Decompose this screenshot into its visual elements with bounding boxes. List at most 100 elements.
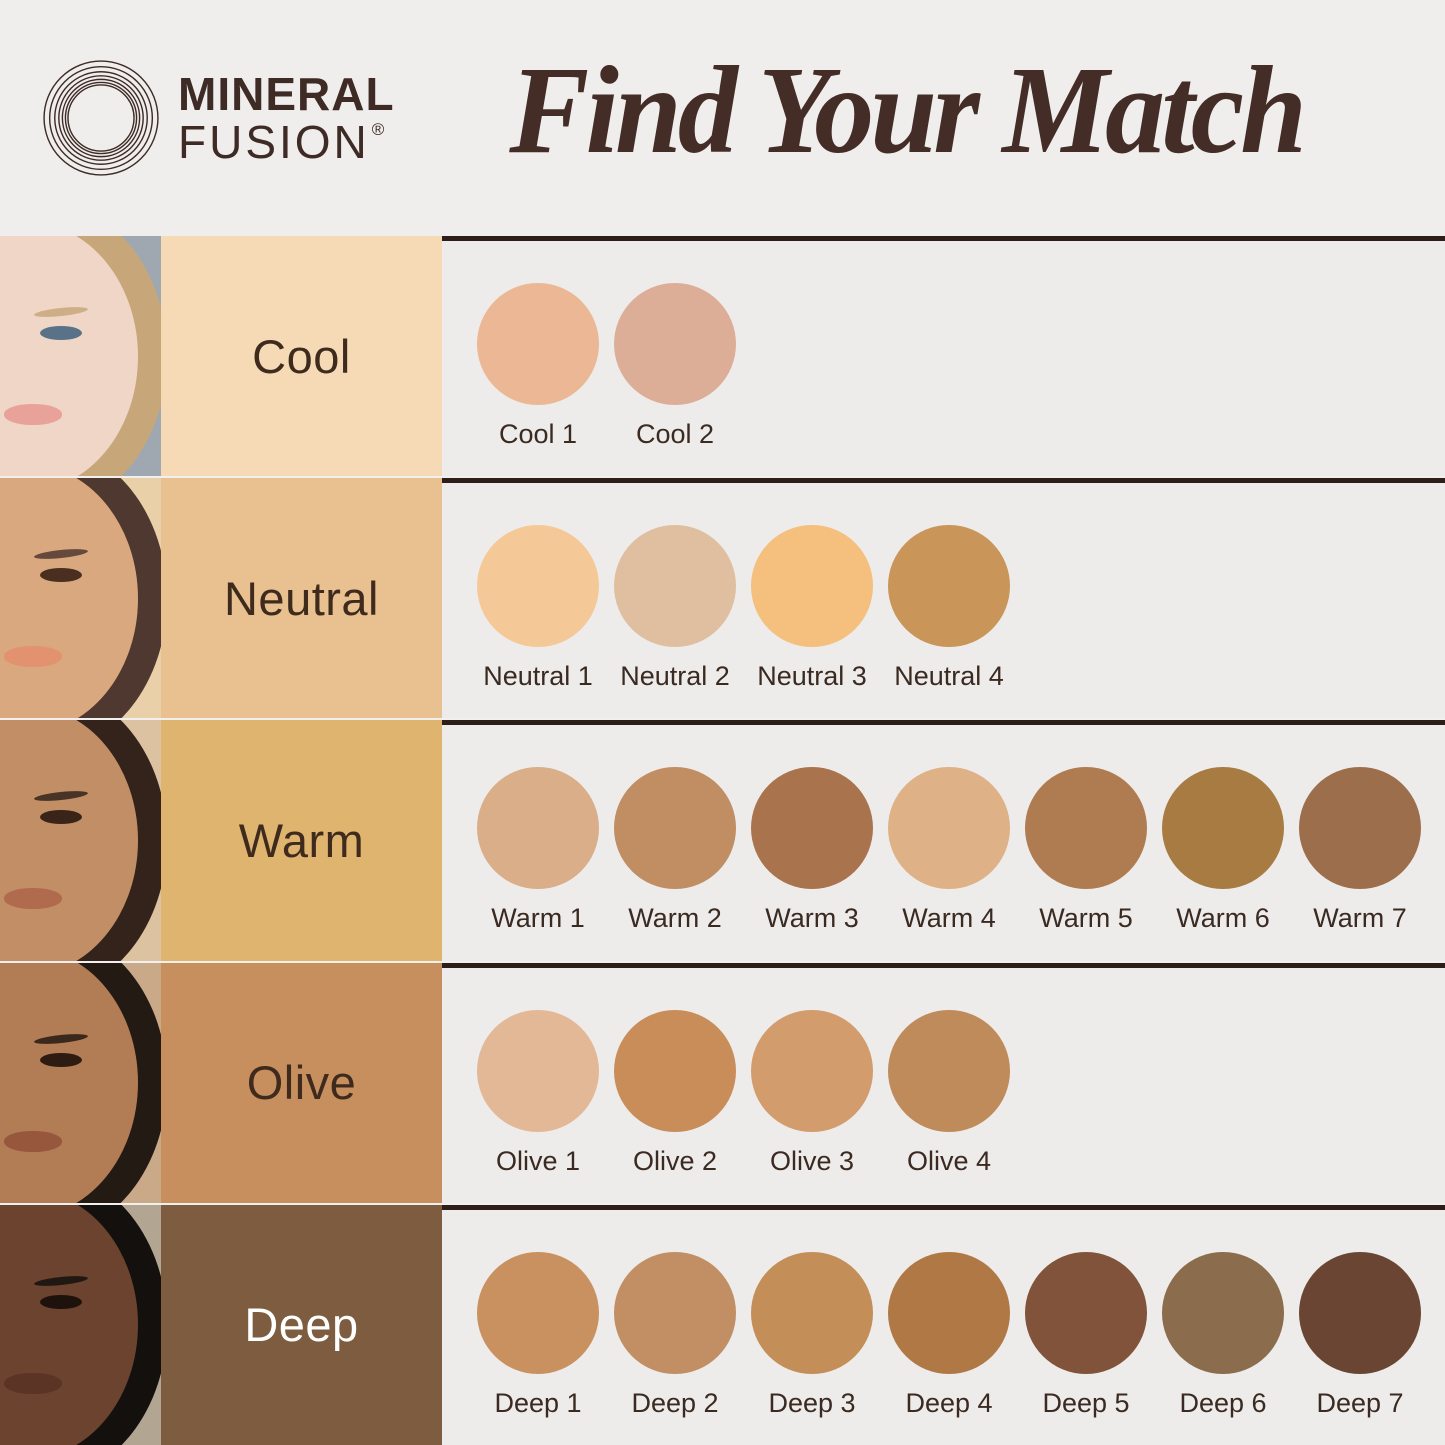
shade-swatch-cool-2: Cool 2: [614, 283, 736, 450]
shade-name-label: Neutral 3: [757, 661, 867, 692]
model-lips: [4, 404, 62, 425]
shade-color-circle: [1025, 767, 1147, 890]
swatch-panel-neutral: Neutral 1 Neutral 2 Neutral 3 Neutral 4: [442, 478, 1445, 719]
shade-swatch-cool-1: Cool 1: [477, 283, 599, 450]
model-eye: [40, 1052, 82, 1067]
model-lips: [4, 888, 62, 910]
shade-color-circle: [477, 1251, 599, 1374]
shade-swatch-neutral-1: Neutral 1: [477, 525, 599, 692]
model-face: [0, 962, 139, 1203]
shade-name-label: Deep 7: [1316, 1387, 1404, 1418]
row-label-olive: Olive: [161, 962, 442, 1203]
swatch-list: Deep 1 Deep 2 Deep 3 Deep 4 Deep 5 Deep 6 Deep…: [477, 1251, 1445, 1419]
model-eye: [40, 810, 82, 825]
swatch-list: Neutral 1 Neutral 2 Neutral 3 Neutral 4: [477, 525, 1445, 692]
shade-color-circle: [614, 525, 736, 648]
shade-row-cool: Cool Cool 1 Cool 2: [0, 236, 1445, 477]
shade-color-circle: [614, 1009, 736, 1132]
shade-swatch-deep-6: Deep 6: [1162, 1251, 1284, 1419]
registered-trademark-symbol: ®: [371, 120, 388, 139]
model-lips: [4, 1130, 62, 1152]
shade-color-circle: [888, 525, 1010, 648]
shade-name-label: Cool 1: [498, 419, 578, 449]
model-face: [0, 720, 139, 961]
shade-color-circle: [888, 1251, 1010, 1374]
shade-color-circle: [888, 767, 1010, 890]
shade-color-circle: [751, 1009, 873, 1132]
shade-name-label: Cool 2: [635, 419, 715, 449]
model-photo-deep: [0, 1204, 161, 1445]
shade-swatch-olive-4: Olive 4: [888, 1009, 1010, 1177]
shade-name-label: Warm 3: [765, 903, 859, 934]
model-photo-neutral: [0, 478, 161, 719]
shade-color-circle: [614, 1251, 736, 1374]
shade-color-circle: [888, 1009, 1010, 1132]
shade-name-label: Deep 2: [631, 1387, 719, 1418]
shade-swatch-neutral-3: Neutral 3: [751, 525, 873, 692]
model-photo-cool: [0, 236, 161, 477]
page-title: Find Your Match: [508, 41, 1307, 180]
shade-swatch-deep-1: Deep 1: [477, 1251, 599, 1419]
shade-name-label: Olive 4: [906, 1145, 992, 1176]
shade-swatch-neutral-4: Neutral 4: [888, 525, 1010, 692]
shade-swatch-warm-2: Warm 2: [614, 767, 736, 934]
shade-row-olive: Olive Olive 1 Olive 2 Olive 3 Olive 4: [0, 960, 1445, 1203]
shade-name-label: Olive 3: [769, 1145, 855, 1176]
shade-color-circle: [1162, 1251, 1284, 1374]
swatch-list: Warm 1 Warm 2 Warm 3 Warm 4 Warm 5 Warm 6 Warm…: [477, 767, 1445, 934]
shade-color-circle: [751, 767, 873, 890]
swatch-panel-cool: Cool 1 Cool 2: [442, 236, 1445, 477]
shade-swatch-deep-5: Deep 5: [1025, 1251, 1147, 1419]
swatch-panel-olive: Olive 1 Olive 2 Olive 3 Olive 4: [442, 962, 1445, 1203]
header: MINERAL FUSION ® Find Your Match: [0, 0, 1445, 236]
model-photo-olive: [0, 962, 161, 1203]
shade-swatch-warm-3: Warm 3: [751, 767, 873, 934]
shade-name-label: Deep 6: [1179, 1387, 1267, 1418]
swatch-list: Cool 1 Cool 2: [477, 283, 1445, 450]
shade-swatch-warm-6: Warm 6: [1162, 767, 1284, 934]
row-label-cool: Cool: [161, 236, 442, 477]
shade-name-label: Warm 7: [1313, 903, 1407, 934]
shade-color-circle: [477, 283, 599, 405]
shade-color-circle: [1299, 767, 1421, 890]
shade-swatch-olive-2: Olive 2: [614, 1009, 736, 1177]
brand-wordmark: MINERAL FUSION ®: [178, 71, 395, 165]
row-label-warm: Warm: [161, 720, 442, 961]
shade-color-circle: [614, 767, 736, 890]
shade-swatch-warm-4: Warm 4: [888, 767, 1010, 934]
brand-logo: MINERAL FUSION ®: [40, 57, 395, 179]
model-face: [0, 478, 139, 719]
shade-name-label: Deep 1: [494, 1387, 582, 1418]
shade-name-label: Warm 1: [491, 903, 585, 934]
shade-name-label: Warm 6: [1176, 903, 1270, 934]
shade-swatch-warm-7: Warm 7: [1299, 767, 1421, 934]
shade-color-circle: [751, 1251, 873, 1374]
swatch-panel-warm: Warm 1 Warm 2 Warm 3 Warm 4 Warm 5 Warm 6 Warm…: [442, 720, 1445, 961]
model-face: [0, 1204, 139, 1445]
shade-name-label: Neutral 1: [483, 661, 593, 692]
shade-name-label: Olive 2: [632, 1145, 718, 1176]
shade-name-label: Warm 2: [628, 903, 722, 934]
shade-swatch-warm-5: Warm 5: [1025, 767, 1147, 934]
model-lips: [4, 1372, 62, 1394]
model-photo-warm: [0, 720, 161, 961]
concentric-rings-icon: [43, 60, 159, 176]
shade-color-circle: [477, 525, 599, 648]
model-eye: [40, 326, 82, 340]
swatch-panel-deep: Deep 1 Deep 2 Deep 3 Deep 4 Deep 5 Deep 6 Deep…: [442, 1204, 1445, 1445]
shade-swatch-deep-7: Deep 7: [1299, 1251, 1421, 1419]
shade-swatch-neutral-2: Neutral 2: [614, 525, 736, 692]
shade-row-warm: Warm Warm 1 Warm 2 Warm 3 Warm 4 Warm 5 Warm …: [0, 718, 1445, 961]
brand-name-fusion: FUSION ®: [178, 116, 388, 168]
row-label-neutral: Neutral: [161, 478, 442, 719]
shade-color-circle: [477, 767, 599, 890]
shade-name-label: Deep 3: [768, 1387, 856, 1418]
shade-color-circle: [1162, 767, 1284, 890]
shade-color-circle: [751, 525, 873, 648]
swatch-list: Olive 1 Olive 2 Olive 3 Olive 4: [477, 1009, 1445, 1177]
shade-color-circle: [477, 1009, 599, 1132]
shade-swatch-deep-4: Deep 4: [888, 1251, 1010, 1419]
shade-name-label: Deep 4: [905, 1387, 993, 1418]
shade-swatch-deep-2: Deep 2: [614, 1251, 736, 1419]
